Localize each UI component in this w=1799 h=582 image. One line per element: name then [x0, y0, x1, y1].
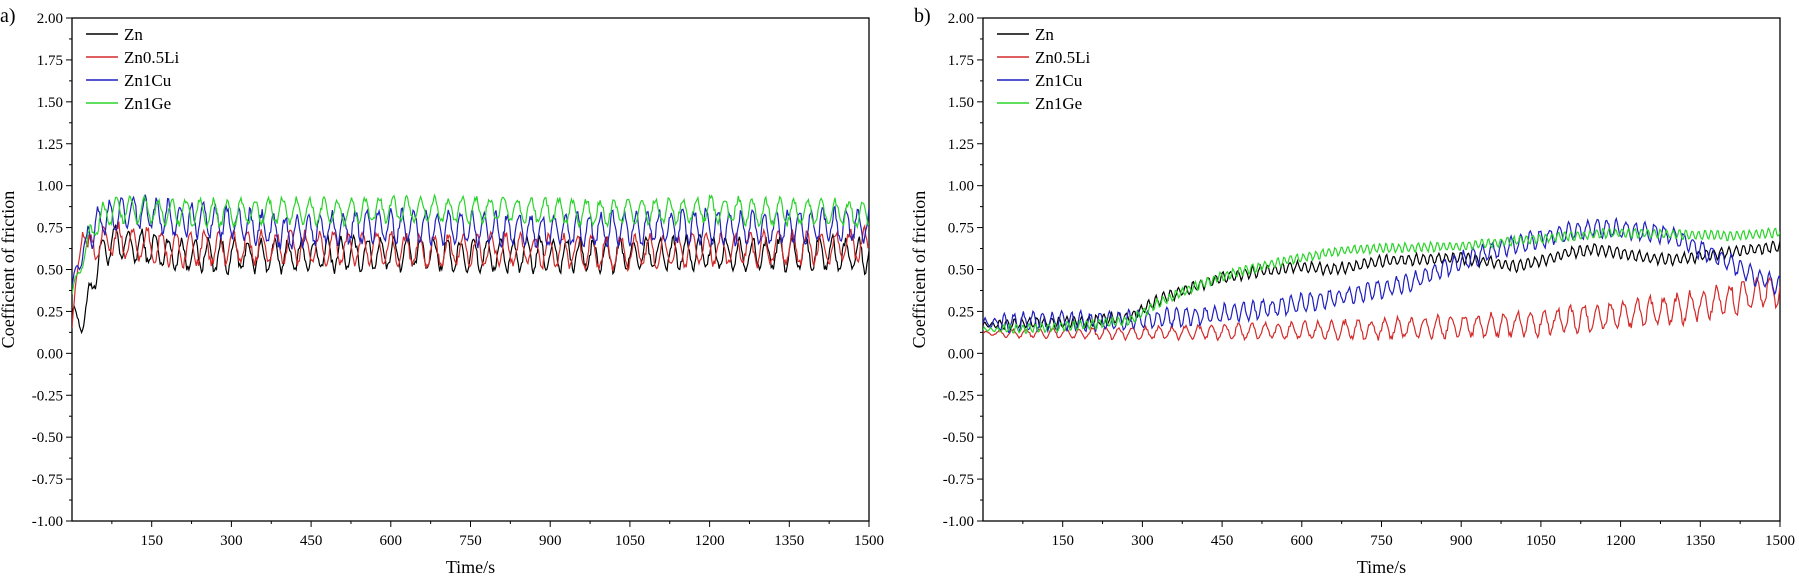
x-tick-label-b: 1200 — [1606, 533, 1636, 549]
x-tick-label-b: 600 — [1291, 533, 1314, 549]
y-tick-label-a: 0.75 — [37, 221, 63, 237]
x-tick-label-a: 600 — [380, 533, 403, 549]
y-tick-label-b: 0.25 — [948, 304, 974, 320]
x-axis-title-b: Time/s — [1357, 557, 1406, 577]
legend-label: Zn1Cu — [124, 71, 172, 90]
x-tick-label-a: 1350 — [774, 533, 804, 549]
series-line-zn-b — [983, 240, 1780, 331]
y-tick-label-a: -0.75 — [32, 472, 63, 488]
y-tick-label-a: 1.75 — [37, 53, 63, 69]
y-tick-label-a: 1.50 — [37, 95, 63, 111]
legend-label: Zn — [1035, 25, 1054, 44]
y-tick-label-b: -1.00 — [943, 514, 974, 530]
series-line-zn1ge-b — [983, 226, 1780, 334]
x-tick-label-a: 450 — [300, 533, 323, 549]
x-tick-label-a: 750 — [459, 533, 482, 549]
y-tick-label-a: 0.00 — [37, 346, 63, 362]
x-tick-label-b: 900 — [1450, 533, 1473, 549]
plot-frame-b — [982, 17, 1781, 522]
x-tick-label-b: 1500 — [1765, 533, 1795, 549]
y-axis-title-b: Coefficient of friction — [909, 191, 929, 349]
panel-b: 2.00 1.75 1.50 1.25 1.00 0.75 0.50 0.25 0.00 -0.2… — [909, 5, 1795, 577]
x-tick-label-b: 450 — [1211, 533, 1234, 549]
y-axis-title-a: Coefficient of friction — [0, 191, 18, 349]
x-tick-label-b: 750 — [1370, 533, 1393, 549]
x-axis-title-a: Time/s — [446, 557, 495, 577]
y-tick-label-b: -0.50 — [943, 430, 974, 446]
x-tick-label-a: 1500 — [854, 533, 884, 549]
y-tick-label-a: -1.00 — [32, 514, 63, 530]
y-tick-label-b: 1.25 — [948, 137, 974, 153]
legend-b: Zn Zn0.5Li Zn1Cu Zn1Ge — [997, 25, 1091, 113]
x-tick-label-b: 1350 — [1685, 533, 1715, 549]
y-tick-label-a: 0.50 — [37, 263, 63, 279]
x-tick-label-a: 900 — [539, 533, 562, 549]
legend-label: Zn1Cu — [1035, 71, 1083, 90]
x-tick-label-a: 1200 — [695, 533, 725, 549]
y-tick-label-a: 2.00 — [37, 11, 63, 27]
panel-label-b: b) — [914, 5, 931, 27]
series-line-zn0-5li-a — [72, 221, 869, 329]
series-line-zn-a — [72, 223, 869, 335]
y-tick-label-b: 1.50 — [948, 95, 974, 111]
plot-frame-a — [71, 17, 870, 522]
panel-a: 2.00 1.75 1.50 1.25 1.00 0.75 0.50 0.25 0.00 -0.2… — [0, 5, 884, 577]
x-tick-label-b: 150 — [1051, 533, 1074, 549]
series-line-zn0-5li-b — [983, 276, 1780, 342]
y-tick-label-a: -0.50 — [32, 430, 63, 446]
y-tick-label-b: 1.75 — [948, 53, 974, 69]
x-tick-label-a: 150 — [140, 533, 163, 549]
y-tick-label-b: -0.25 — [943, 388, 974, 404]
y-tick-label-b: -0.75 — [943, 472, 974, 488]
y-tick-label-b: 0.50 — [948, 263, 974, 279]
legend-label: Zn1Ge — [124, 94, 171, 113]
y-tick-label-a: 0.25 — [37, 304, 63, 320]
legend-label: Zn0.5Li — [1035, 48, 1091, 67]
y-tick-label-a: 1.25 — [37, 137, 63, 153]
legend-label: Zn — [124, 25, 143, 44]
series-line-zn1ge-a — [72, 193, 869, 295]
y-tick-label-b: 0.75 — [948, 221, 974, 237]
legend-label: Zn1Ge — [1035, 94, 1082, 113]
y-tick-label-b: 0.00 — [948, 346, 974, 362]
y-tick-label-a: -0.25 — [32, 388, 63, 404]
panel-label-a: a) — [0, 5, 16, 27]
y-tick-label-b: 2.00 — [948, 11, 974, 27]
legend-label: Zn0.5Li — [124, 48, 180, 67]
x-tick-label-a: 300 — [220, 533, 243, 549]
y-tick-label-a: 1.00 — [37, 179, 63, 195]
legend-a: Zn Zn0.5Li Zn1Cu Zn1Ge — [86, 25, 180, 113]
x-tick-label-b: 300 — [1131, 533, 1154, 549]
x-tick-label-b: 1050 — [1526, 533, 1556, 549]
x-tick-label-a: 1050 — [615, 533, 645, 549]
y-tick-label-b: 1.00 — [948, 179, 974, 195]
